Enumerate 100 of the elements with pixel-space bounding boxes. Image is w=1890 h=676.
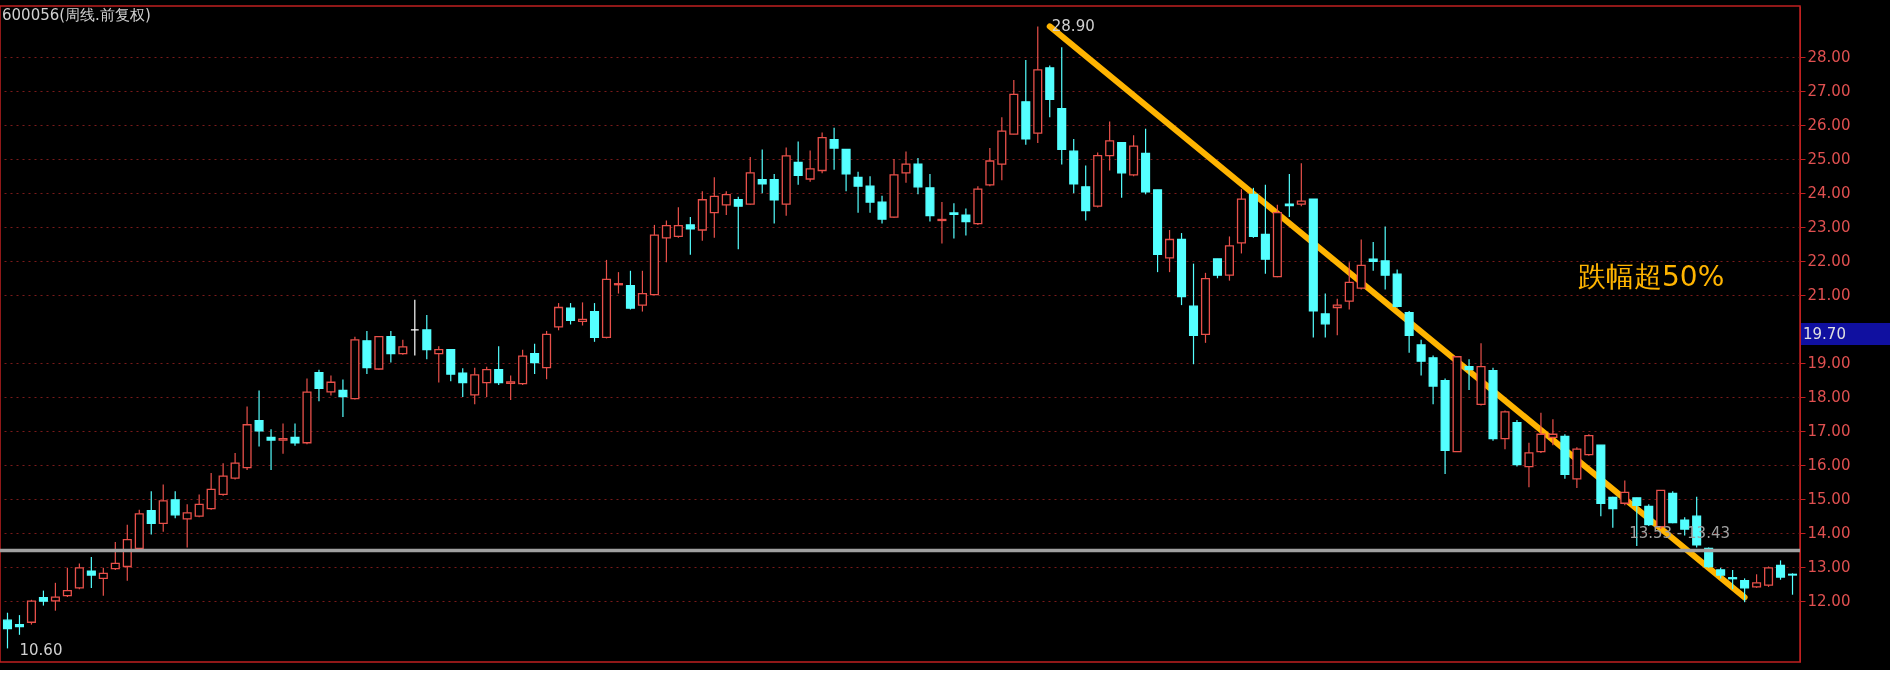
candlestick bbox=[1344, 261, 1354, 311]
candlestick bbox=[613, 271, 624, 295]
candlestick bbox=[458, 367, 468, 398]
candlestick bbox=[985, 147, 995, 187]
candlestick bbox=[326, 374, 336, 397]
candlestick bbox=[1212, 258, 1223, 279]
candlestick bbox=[290, 422, 300, 447]
candlestick bbox=[1416, 339, 1426, 377]
candlestick bbox=[1356, 238, 1366, 291]
candlestick bbox=[50, 582, 60, 612]
candlestick bbox=[805, 149, 815, 183]
y-tick-label: 17.00 bbox=[1807, 422, 1851, 441]
candlestick bbox=[182, 503, 192, 549]
candlestick bbox=[1644, 503, 1654, 527]
y-tick-label: 16.00 bbox=[1807, 456, 1851, 475]
candlestick bbox=[230, 452, 240, 481]
y-tick-label: 12.00 bbox=[1807, 592, 1851, 611]
candlestick bbox=[254, 389, 264, 448]
candlestick bbox=[1548, 418, 1558, 446]
candlestick bbox=[470, 367, 480, 405]
candlestick bbox=[530, 343, 540, 375]
candlestick bbox=[14, 614, 25, 636]
y-tick-label: 21.00 bbox=[1807, 286, 1851, 305]
candlestick bbox=[577, 301, 588, 327]
candlestick bbox=[434, 345, 444, 384]
candlestick bbox=[1524, 442, 1534, 488]
annotation: 10.60 bbox=[19, 641, 63, 660]
y-tick-label: 22.00 bbox=[1807, 252, 1851, 271]
candlestick bbox=[86, 556, 96, 589]
candlestick bbox=[865, 175, 875, 214]
y-tick-label: 15.00 bbox=[1807, 490, 1851, 509]
candlestick bbox=[757, 148, 767, 194]
y-tick-label: 24.00 bbox=[1807, 184, 1851, 203]
candlestick bbox=[1296, 162, 1306, 207]
candlestick bbox=[1764, 565, 1774, 588]
candlestick bbox=[110, 541, 120, 571]
y-tick-label: 26.00 bbox=[1807, 116, 1851, 135]
candlestick bbox=[482, 366, 492, 398]
candlestick bbox=[877, 195, 887, 225]
y-tick-label: 14.00 bbox=[1807, 524, 1851, 543]
candlestick bbox=[506, 374, 516, 401]
candlestick bbox=[494, 345, 504, 386]
candlestick bbox=[62, 567, 72, 598]
candlestick bbox=[1740, 577, 1750, 603]
y-tick-label: 23.00 bbox=[1807, 218, 1851, 237]
candlestick bbox=[1787, 572, 1798, 596]
candlestick bbox=[1584, 433, 1594, 457]
annotation: 28.90 bbox=[1051, 17, 1095, 36]
chart-title: 600056(周线.前复权) bbox=[2, 6, 151, 24]
candlestick bbox=[793, 141, 803, 186]
candlestick bbox=[218, 462, 228, 497]
candlestick bbox=[637, 270, 647, 313]
candlestick bbox=[769, 173, 779, 225]
candlestick bbox=[1105, 120, 1115, 172]
candlestick bbox=[829, 127, 839, 171]
candlestick bbox=[937, 201, 947, 245]
candlestick bbox=[278, 422, 288, 455]
text: 19.70 bbox=[1803, 325, 1846, 343]
y-tick-label: 18.00 bbox=[1807, 388, 1851, 407]
candlestick bbox=[74, 562, 84, 590]
candlestick bbox=[338, 378, 348, 418]
candlestick bbox=[206, 472, 216, 511]
candlestick bbox=[158, 483, 168, 533]
candlestick bbox=[949, 202, 959, 240]
candlestick bbox=[853, 171, 863, 214]
y-tick-label: 27.00 bbox=[1807, 82, 1851, 101]
y-tick-label: 25.00 bbox=[1807, 150, 1851, 169]
candlestick bbox=[1320, 292, 1330, 338]
candlestick bbox=[901, 150, 911, 184]
candlestick bbox=[314, 369, 324, 402]
candlestick bbox=[266, 428, 276, 471]
candlestick bbox=[1775, 559, 1786, 581]
candlestick bbox=[1404, 310, 1414, 354]
candlestick bbox=[625, 270, 635, 311]
candlestick bbox=[1380, 225, 1390, 291]
candlestick bbox=[661, 219, 671, 263]
candlestick bbox=[98, 567, 108, 597]
y-tick-label: 13.00 bbox=[1807, 558, 1851, 577]
candlestick bbox=[170, 490, 180, 519]
candlestick bbox=[1536, 412, 1546, 454]
candlestick bbox=[554, 302, 564, 331]
y-tick-label: 19.00 bbox=[1807, 354, 1851, 373]
candlestick bbox=[1464, 358, 1474, 391]
candlestick bbox=[566, 302, 576, 326]
candlestick bbox=[422, 314, 432, 360]
candlestick bbox=[709, 176, 719, 239]
candlestick bbox=[146, 490, 156, 536]
candlestick bbox=[1081, 164, 1091, 222]
candlestick bbox=[1368, 241, 1378, 272]
candlestick bbox=[685, 216, 695, 256]
candlestick bbox=[721, 190, 731, 216]
candlestick bbox=[913, 157, 923, 195]
candlestick bbox=[673, 206, 683, 239]
annotation: 跌幅超50% bbox=[1578, 260, 1725, 293]
candlestick bbox=[1728, 569, 1738, 590]
candlestick bbox=[961, 207, 971, 237]
candlestick bbox=[1165, 229, 1175, 273]
candlestick bbox=[26, 599, 36, 626]
candlestick bbox=[1608, 496, 1618, 529]
y-tick-label: 28.00 bbox=[1807, 48, 1851, 67]
